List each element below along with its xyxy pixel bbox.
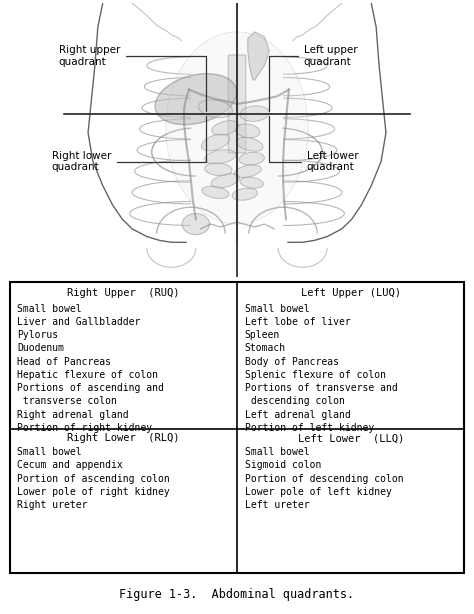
Ellipse shape (205, 163, 232, 176)
Ellipse shape (239, 152, 264, 165)
Text: Left lower
quadrant: Left lower quadrant (269, 116, 358, 173)
Text: Stomach: Stomach (245, 343, 286, 353)
Text: Lower pole of right kidney: Lower pole of right kidney (18, 487, 170, 497)
Text: Small bowel: Small bowel (18, 303, 82, 314)
Text: Hepatic flexure of colon: Hepatic flexure of colon (18, 370, 158, 380)
Text: Figure 1-3.  Abdominal quadrants.: Figure 1-3. Abdominal quadrants. (119, 588, 355, 601)
Text: Right lower
quadrant: Right lower quadrant (52, 116, 206, 173)
Ellipse shape (182, 214, 210, 235)
Text: Splenic flexure of colon: Splenic flexure of colon (245, 370, 386, 380)
Text: Left Upper (LUQ): Left Upper (LUQ) (301, 288, 401, 298)
Text: Duodenum: Duodenum (18, 343, 64, 353)
Text: Small bowel: Small bowel (245, 447, 310, 457)
Ellipse shape (205, 150, 236, 164)
Ellipse shape (155, 74, 237, 125)
FancyBboxPatch shape (228, 55, 246, 153)
Text: Right adrenal gland: Right adrenal gland (18, 410, 129, 420)
Text: Cecum and appendix: Cecum and appendix (18, 460, 123, 470)
Text: Left Lower  (LLQ): Left Lower (LLQ) (298, 433, 404, 443)
Text: Sigmoid colon: Sigmoid colon (245, 460, 321, 470)
Text: Head of Pancreas: Head of Pancreas (18, 357, 111, 367)
Ellipse shape (201, 134, 229, 151)
Text: Pylorus: Pylorus (18, 330, 59, 340)
Ellipse shape (240, 106, 269, 122)
Text: transverse colon: transverse colon (18, 397, 118, 406)
Text: Left ureter: Left ureter (245, 500, 310, 510)
Text: Right Lower  (RLQ): Right Lower (RLQ) (67, 433, 180, 443)
Ellipse shape (211, 174, 239, 188)
Text: Left upper
quadrant: Left upper quadrant (269, 45, 357, 111)
Text: Small bowel: Small bowel (18, 447, 82, 457)
Text: Portions of transverse and: Portions of transverse and (245, 383, 398, 393)
Text: Left adrenal gland: Left adrenal gland (245, 410, 351, 420)
Text: Liver and Gallbladder: Liver and Gallbladder (18, 317, 141, 327)
Text: Right ureter: Right ureter (18, 500, 88, 510)
Text: Body of Pancreas: Body of Pancreas (245, 357, 339, 367)
Text: descending colon: descending colon (245, 397, 345, 406)
Text: Right Upper  (RUQ): Right Upper (RUQ) (67, 288, 180, 298)
Text: Lower pole of left kidney: Lower pole of left kidney (245, 487, 392, 497)
Polygon shape (248, 32, 269, 80)
Ellipse shape (232, 188, 257, 200)
Text: Portion of descending colon: Portion of descending colon (245, 473, 403, 484)
Text: Portions of ascending and: Portions of ascending and (18, 383, 164, 393)
Ellipse shape (236, 124, 260, 138)
Text: Portion of ascending colon: Portion of ascending colon (18, 473, 170, 484)
Ellipse shape (166, 32, 308, 224)
Ellipse shape (212, 120, 238, 135)
Text: Portion of right kidney: Portion of right kidney (18, 423, 153, 433)
Text: Small bowel: Small bowel (245, 303, 310, 314)
Ellipse shape (199, 99, 232, 118)
Text: Right upper
quadrant: Right upper quadrant (59, 45, 206, 111)
Ellipse shape (234, 165, 261, 177)
Ellipse shape (237, 138, 263, 151)
Text: Spleen: Spleen (245, 330, 280, 340)
Ellipse shape (240, 177, 264, 188)
Text: Left lobe of liver: Left lobe of liver (245, 317, 351, 327)
Text: Portion of left kidney: Portion of left kidney (245, 423, 374, 433)
Ellipse shape (202, 186, 229, 198)
